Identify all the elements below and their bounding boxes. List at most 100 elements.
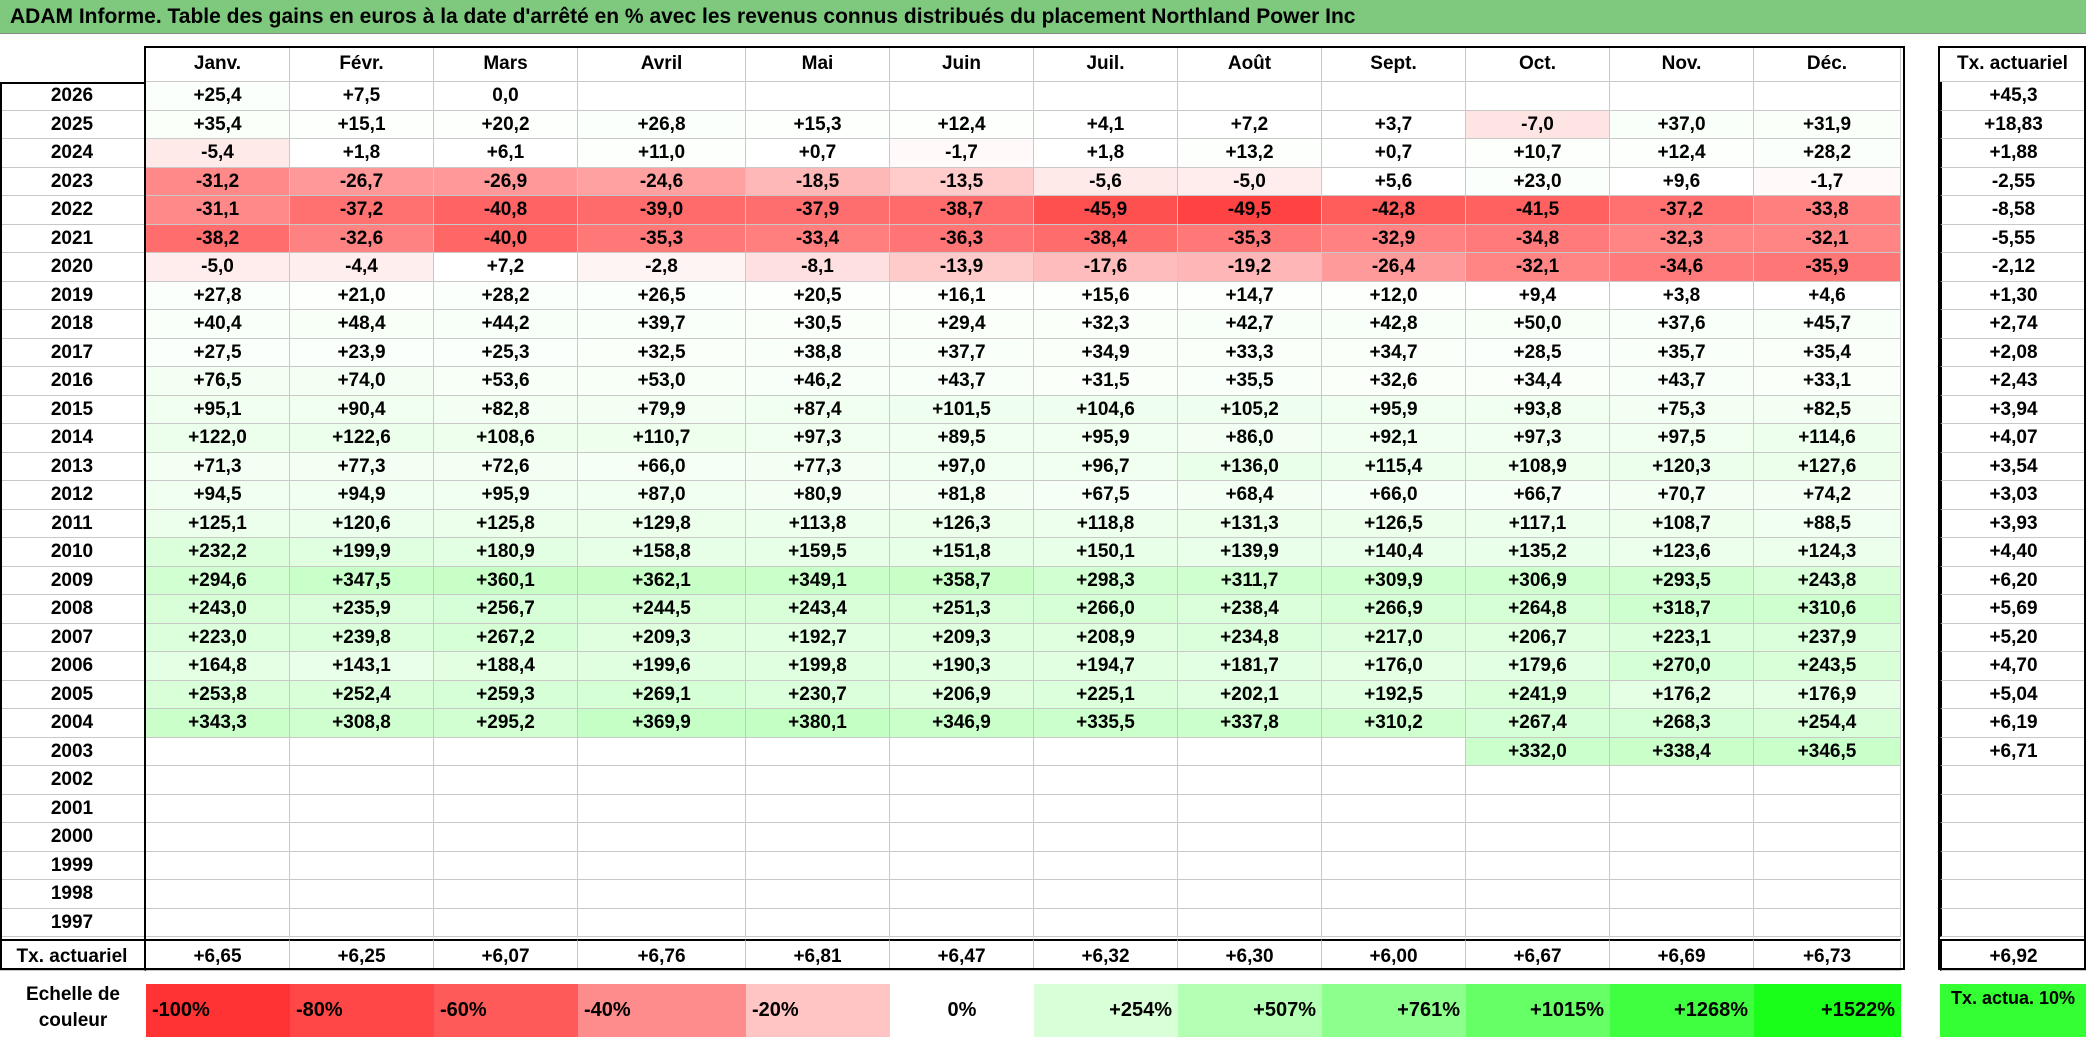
gain-cell: +206,7: [1466, 623, 1610, 652]
gain-cell: +95,9: [1034, 424, 1178, 453]
gain-cell: [890, 880, 1034, 909]
gain-cell: +380,1: [746, 709, 890, 738]
color-scale-label: Echelle de couleur: [26, 984, 120, 1031]
gain-cell: +238,4: [1178, 595, 1322, 624]
gain-cell: +82,5: [1754, 395, 1901, 424]
gain-cell: [434, 766, 578, 795]
gain-cell: [1754, 851, 1901, 880]
gain-cell: +223,0: [146, 623, 290, 652]
month-header: Oct.: [1466, 46, 1610, 82]
gain-cell: -41,5: [1466, 196, 1610, 225]
tx-cell: +4,70: [1940, 652, 2086, 681]
gain-cell: +42,7: [1178, 310, 1322, 339]
gain-cell: [1322, 737, 1466, 766]
year-label: 1999: [0, 851, 146, 880]
gain-cell: [1466, 851, 1610, 880]
gain-cell: [1322, 823, 1466, 852]
gain-cell: +35,4: [1754, 338, 1901, 367]
gain-cell: +118,8: [1034, 509, 1178, 538]
gain-cell: +66,0: [1322, 481, 1466, 510]
gain-cell: [746, 766, 890, 795]
gain-cell: +66,7: [1466, 481, 1610, 510]
gain-cell: +181,7: [1178, 652, 1322, 681]
gain-cell: +37,7: [890, 338, 1034, 367]
gain-cell: [578, 908, 746, 937]
month-header: Févr.: [290, 46, 434, 82]
gain-cell: [578, 823, 746, 852]
month-header: Août: [1178, 46, 1322, 82]
gain-cell: +108,7: [1610, 509, 1754, 538]
gain-cell: +158,8: [578, 538, 746, 567]
gain-cell: +104,6: [1034, 395, 1178, 424]
gain-cell: +192,5: [1322, 680, 1466, 709]
gain-cell: +45,7: [1754, 310, 1901, 339]
gain-cell: -1,7: [890, 139, 1034, 168]
gain-cell: -13,9: [890, 253, 1034, 282]
gain-cell: +12,0: [1322, 281, 1466, 310]
scale-swatch: -100%: [146, 984, 290, 1037]
gain-cell: +309,9: [1322, 566, 1466, 595]
gain-cell: [1178, 880, 1322, 909]
gain-cell: [578, 794, 746, 823]
gain-cell: +254,4: [1754, 709, 1901, 738]
gain-cell: +259,3: [434, 680, 578, 709]
gain-cell: +335,5: [1034, 709, 1178, 738]
year-label: 2005: [0, 680, 146, 709]
gain-cell: [1322, 851, 1466, 880]
gain-cell: [290, 766, 434, 795]
gain-cell: +225,1: [1034, 680, 1178, 709]
gain-cell: +131,3: [1178, 509, 1322, 538]
footer-tx-cell: +6,65: [146, 939, 290, 971]
year-label: 2024: [0, 139, 146, 168]
gain-cell: [434, 851, 578, 880]
gain-cell: +92,1: [1322, 424, 1466, 453]
tx-cell: [1940, 851, 2086, 880]
gain-cell: +70,7: [1610, 481, 1754, 510]
gain-cell: [1754, 908, 1901, 937]
tx-cell: [1940, 880, 2086, 909]
gain-cell: +230,7: [746, 680, 890, 709]
gain-cell: +108,9: [1466, 452, 1610, 481]
gain-cell: +206,9: [890, 680, 1034, 709]
scale-swatch: +507%: [1178, 984, 1322, 1037]
gain-cell: [578, 737, 746, 766]
tx-cell: +3,93: [1940, 509, 2086, 538]
gain-cell: +0,7: [746, 139, 890, 168]
gain-cell: +72,6: [434, 452, 578, 481]
gain-cell: -39,0: [578, 196, 746, 225]
gain-cell: +209,3: [890, 623, 1034, 652]
gain-cell: +143,1: [290, 652, 434, 681]
gain-cell: [290, 737, 434, 766]
gain-cell: [146, 766, 290, 795]
gain-cell: +123,6: [1610, 538, 1754, 567]
gain-cell: +3,8: [1610, 281, 1754, 310]
month-header: Nov.: [1610, 46, 1754, 82]
gain-cell: +268,3: [1610, 709, 1754, 738]
gain-cell: [746, 794, 890, 823]
gain-cell: +34,4: [1466, 367, 1610, 396]
gain-cell: +294,6: [146, 566, 290, 595]
year-label: 2002: [0, 766, 146, 795]
gain-cell: -32,9: [1322, 224, 1466, 253]
gain-cell: +32,6: [1322, 367, 1466, 396]
tx-cell: +5,20: [1940, 623, 2086, 652]
gain-cell: -13,5: [890, 167, 1034, 196]
gain-cell: [1466, 82, 1610, 111]
gain-cell: -31,2: [146, 167, 290, 196]
gain-cell: +95,9: [434, 481, 578, 510]
gain-cell: +96,7: [1034, 452, 1178, 481]
year-label: 2022: [0, 196, 146, 225]
gain-cell: [1610, 823, 1754, 852]
gain-cell: [434, 794, 578, 823]
gain-cell: -4,4: [290, 253, 434, 282]
gain-cell: +362,1: [578, 566, 746, 595]
gain-cell: [290, 851, 434, 880]
color-scale-legend: Echelle de couleur Tx. actua. 10% -100% -…: [0, 980, 2086, 1037]
gain-cell: [1610, 880, 1754, 909]
footer-tx-cell: +6,76: [578, 939, 746, 971]
gain-cell: +110,7: [578, 424, 746, 453]
tx-cell: [1940, 908, 2086, 937]
gain-cell: [1466, 823, 1610, 852]
gain-cell: [1322, 766, 1466, 795]
tx-cell: [1940, 766, 2086, 795]
